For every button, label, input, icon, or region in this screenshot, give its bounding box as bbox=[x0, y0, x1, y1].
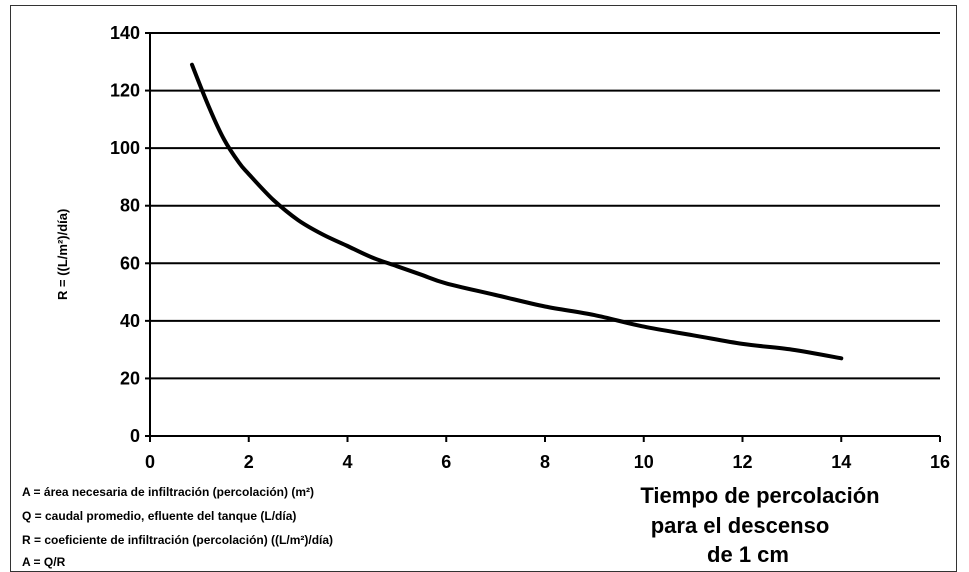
y-tick-label-0: 0 bbox=[130, 426, 140, 446]
label-layer: R = ((L/m²)/día) Tiempo de percolación p… bbox=[22, 209, 880, 569]
x-tick-label-8: 8 bbox=[540, 452, 550, 472]
chart-frame bbox=[10, 5, 957, 572]
y-tick-label-100: 100 bbox=[110, 138, 140, 158]
x-axis-label-line-2: para el descenso bbox=[651, 513, 830, 538]
y-tick-label-140: 140 bbox=[110, 23, 140, 43]
series-layer bbox=[190, 62, 844, 361]
series-line-0 bbox=[190, 62, 844, 361]
y-axis-label: R = ((L/m²)/día) bbox=[55, 209, 70, 300]
grid-layer bbox=[150, 32, 940, 380]
y-tick-label-60: 60 bbox=[120, 253, 140, 273]
x-tick-label-14: 14 bbox=[831, 452, 851, 472]
x-tick-label-0: 0 bbox=[145, 452, 155, 472]
y-tick-label-120: 120 bbox=[110, 81, 140, 101]
legend-line-area: A = área necesaria de infiltración (perc… bbox=[22, 485, 314, 499]
x-tick-label-6: 6 bbox=[441, 452, 451, 472]
y-tick-label-80: 80 bbox=[120, 196, 140, 216]
x-tick-label-2: 2 bbox=[244, 452, 254, 472]
x-axis-label-line-1: Tiempo de percolación bbox=[640, 483, 879, 508]
legend-line-formula: A = Q/R bbox=[22, 555, 66, 569]
x-tick-label-16: 16 bbox=[930, 452, 950, 472]
y-tick-label-40: 40 bbox=[120, 311, 140, 331]
x-axis-label-line-3: de 1 cm bbox=[707, 542, 789, 567]
legend-line-coefficient: R = coeficiente de infiltración (percola… bbox=[22, 533, 333, 547]
y-tick-label-20: 20 bbox=[120, 368, 140, 388]
axis-layer: 0 20 40 60 80 100 120 140 0 2 4 6 8 10 12 14 16 bbox=[110, 23, 950, 472]
x-tick-label-10: 10 bbox=[634, 452, 654, 472]
legend-line-flow: Q = caudal promedio, efluente del tanque… bbox=[22, 509, 296, 523]
x-tick-label-4: 4 bbox=[342, 452, 352, 472]
x-tick-label-12: 12 bbox=[732, 452, 752, 472]
